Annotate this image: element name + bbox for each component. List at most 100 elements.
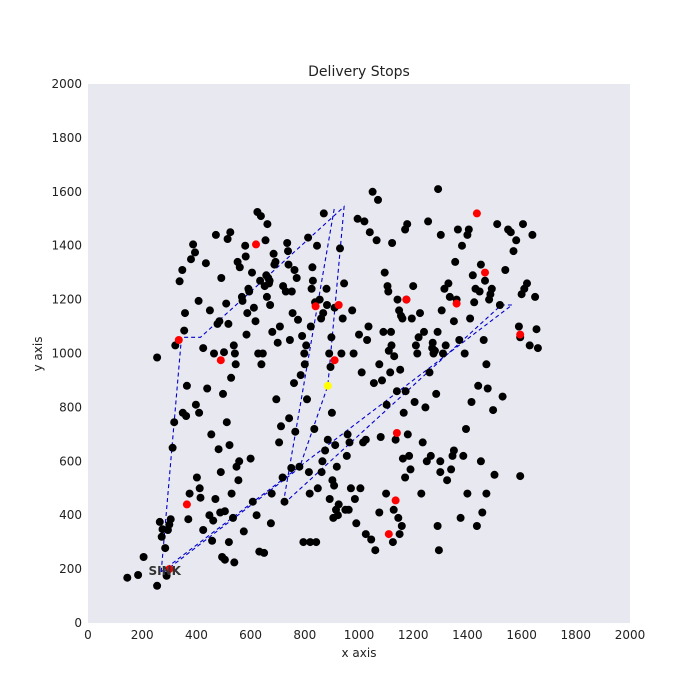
stops-point-196	[355, 330, 363, 339]
stops-point-110	[268, 327, 277, 336]
stops-point-95	[256, 212, 265, 221]
stops-point-272	[437, 306, 446, 315]
stops-point-340	[436, 457, 445, 466]
stops-point-281	[449, 317, 458, 326]
stops-point-224	[388, 239, 397, 247]
stops-point-3	[153, 581, 162, 590]
stops-point-17	[178, 266, 187, 274]
stops-point-252	[414, 333, 423, 342]
stops-point-132	[290, 266, 299, 274]
stops-point-139	[299, 538, 308, 547]
stops-point-164	[322, 284, 331, 293]
stops-point-284	[453, 225, 462, 234]
stops-point-217	[382, 400, 391, 409]
stops-point-183	[338, 314, 347, 323]
stops-point-288	[459, 451, 468, 460]
stops-point-331	[516, 472, 525, 481]
stops-point-311	[490, 470, 499, 479]
y-tick-label: 2000	[51, 77, 82, 91]
stops-point-53	[219, 389, 227, 398]
stops-point-146	[305, 489, 314, 498]
stops-point-208	[371, 546, 380, 555]
stops-point-75	[235, 263, 244, 272]
stops-point-20	[181, 309, 189, 318]
stops-point-332	[433, 327, 442, 336]
stops-point-187	[343, 430, 352, 439]
y-tick-label: 1800	[51, 131, 82, 145]
stops-point-151	[308, 276, 317, 285]
stops-point-260	[425, 368, 434, 377]
stops-point-302	[478, 508, 487, 517]
stops-point-129	[287, 287, 296, 296]
stops-point-54	[220, 348, 228, 357]
x-tick-label: 0	[84, 628, 92, 642]
stops-point-126	[285, 414, 294, 423]
stops-point-271	[436, 230, 445, 239]
stops-point-295	[468, 271, 477, 280]
stops-point-28	[191, 400, 200, 409]
stops-point-32	[195, 484, 204, 493]
stops-point-250	[411, 341, 420, 350]
stops-point-257	[421, 403, 430, 412]
stops-point-96	[257, 360, 266, 369]
stops-point-19	[180, 326, 189, 335]
stops-point-310	[489, 406, 498, 415]
stops-point-1	[134, 571, 143, 579]
stops-point-319	[512, 236, 521, 245]
y-tick-label: 0	[74, 616, 82, 630]
stops-point-147	[306, 538, 315, 547]
stops-point-48	[215, 317, 224, 326]
stops-point-254	[417, 489, 426, 498]
stops-point-39	[205, 306, 214, 315]
stops-point-223	[387, 341, 396, 350]
stops-point-312	[493, 220, 502, 229]
stops-point-136	[295, 462, 304, 471]
stops-point-230	[393, 295, 402, 304]
stops-point-156	[313, 484, 322, 493]
stops-point-85	[246, 454, 255, 463]
annotation-layer: SINK	[149, 564, 182, 578]
stops-point-140	[300, 349, 309, 358]
stops-point-211	[375, 360, 384, 369]
stops-point-12	[166, 515, 175, 524]
stops-point-178	[332, 462, 341, 471]
y-tick-label: 200	[59, 562, 82, 576]
stops-point-189	[345, 438, 354, 447]
stops-point-330	[533, 344, 542, 353]
stops-point-69	[230, 349, 239, 358]
stops-point-51	[217, 274, 226, 282]
stops-point-182	[337, 349, 346, 358]
stops-point-301	[476, 260, 485, 269]
stops-point-305	[482, 360, 491, 369]
highlighted-point-13	[472, 209, 481, 218]
stops-point-194	[352, 519, 361, 528]
stops-point-66	[229, 513, 237, 522]
stops-point-61	[224, 538, 233, 547]
stops-point-152	[310, 425, 319, 433]
stops-point-234	[396, 365, 405, 374]
stops-point-117	[275, 322, 284, 331]
annotation-sink-label: SINK	[149, 564, 182, 578]
stops-point-275	[441, 341, 450, 350]
stops-point-119	[278, 473, 287, 482]
x-tick-label: 1400	[452, 628, 483, 642]
stops-point-263	[428, 338, 437, 347]
stops-point-181	[336, 244, 344, 253]
stops-point-255	[418, 438, 427, 447]
stops-point-148	[306, 322, 315, 331]
stops-point-94	[256, 276, 265, 285]
stops-point-266	[432, 389, 441, 398]
x-tick-label: 400	[185, 628, 208, 642]
stops-point-226	[389, 505, 398, 514]
stops-point-30	[194, 296, 203, 305]
stops-point-292	[464, 225, 473, 234]
stops-point-166	[323, 435, 332, 444]
stops-point-170	[327, 333, 336, 342]
x-tick-label: 2000	[615, 628, 646, 642]
stops-point-253	[416, 309, 424, 318]
stops-point-121	[280, 497, 289, 506]
stops-point-247	[407, 314, 416, 323]
stops-point-259	[424, 217, 433, 226]
stops-point-306	[483, 384, 492, 393]
stops-point-261	[426, 451, 435, 460]
